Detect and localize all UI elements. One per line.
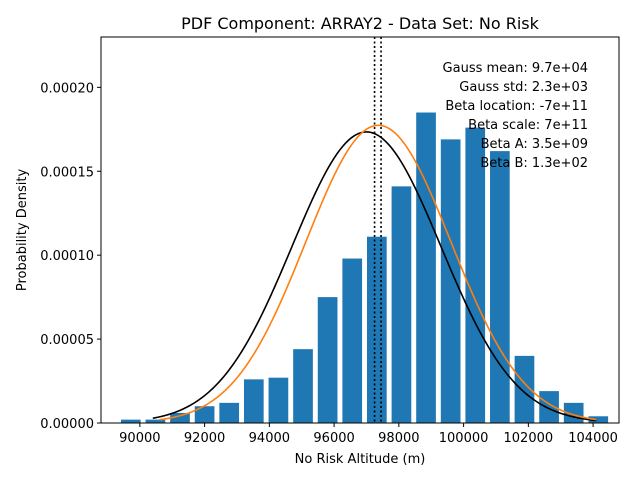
histogram-bars <box>120 112 609 424</box>
y-tick-label: 0.00005 <box>40 333 94 348</box>
stats-annotation: Beta A: 3.5e+09 <box>481 137 588 152</box>
mean-lines <box>373 37 382 423</box>
histogram-bar <box>539 391 559 423</box>
gauss-curve <box>152 131 597 422</box>
histogram-bar <box>366 236 387 423</box>
y-axis-label: Probability Density <box>15 169 30 292</box>
y-tick-label: 0.00000 <box>40 417 94 432</box>
fit-curves <box>152 124 597 422</box>
histogram-bar <box>440 139 461 424</box>
histogram-bar <box>268 377 289 423</box>
histogram-bar <box>490 151 510 423</box>
x-tick-label: 100000 <box>439 431 489 446</box>
y-axis-ticks: 0.00000 0.00005 0.00010 0.00015 0.00020 <box>40 81 101 432</box>
y-tick-label: 0.00020 <box>40 81 94 96</box>
x-tick-label: 92000 <box>184 431 225 446</box>
x-tick-label: 90000 <box>119 431 160 446</box>
x-tick-label: 94000 <box>249 431 290 446</box>
x-tick-label: 98000 <box>378 431 419 446</box>
histogram-bar <box>588 416 609 423</box>
beta-curve <box>159 124 597 421</box>
histogram-bar <box>293 349 313 423</box>
histogram-bar <box>514 355 535 423</box>
x-tick-label: 96000 <box>313 431 354 446</box>
stats-annotation: Beta location: -7e+11 <box>445 99 588 114</box>
histogram-bar <box>391 186 412 423</box>
histogram-bar <box>170 412 190 423</box>
histogram-bar <box>317 297 338 423</box>
x-tick-label: 102000 <box>504 431 554 446</box>
stats-annotation: Gauss mean: 9.7e+04 <box>443 61 588 76</box>
x-axis-ticks: 90000 92000 94000 96000 98000 100000 102000 104… <box>119 423 618 446</box>
histogram-bar <box>243 379 264 423</box>
chart-title: PDF Component: ARRAY2 - Data Set: No Ris… <box>181 14 540 33</box>
y-tick-label: 0.00015 <box>40 165 94 180</box>
histogram-bar <box>194 406 215 423</box>
histogram-bar <box>145 419 166 423</box>
histogram-bar <box>219 402 240 423</box>
histogram-bar <box>120 419 141 423</box>
stats-annotation: Gauss std: 2.3e+03 <box>459 80 588 95</box>
stats-annotations: Gauss mean: 9.7e+04 Gauss std: 2.3e+03 Bet… <box>443 61 588 171</box>
x-axis-label: No Risk Altitude (m) <box>295 452 426 467</box>
histogram-bar <box>342 258 363 423</box>
x-tick-label: 104000 <box>568 431 618 446</box>
histogram-bar <box>465 127 486 423</box>
stats-annotation: Beta scale: 7e+11 <box>468 118 588 133</box>
plot-frame <box>100 36 620 424</box>
y-tick-label: 0.00010 <box>40 249 94 264</box>
stats-annotation: Beta B: 1.3e+02 <box>480 156 588 171</box>
histogram-bar <box>416 112 436 424</box>
